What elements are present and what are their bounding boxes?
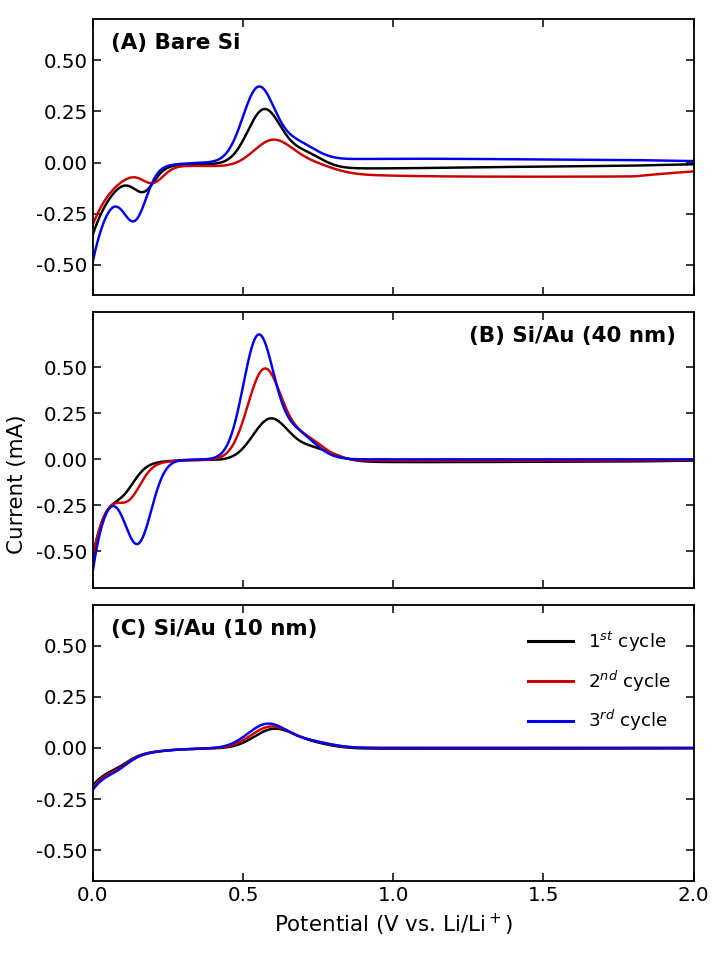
X-axis label: Potential (V vs. Li/Li$^+$): Potential (V vs. Li/Li$^+$) xyxy=(274,911,513,938)
Text: (A) Bare Si: (A) Bare Si xyxy=(111,33,240,53)
Legend: 1$^{st}$ cycle, 2$^{nd}$ cycle, 3$^{rd}$ cycle: 1$^{st}$ cycle, 2$^{nd}$ cycle, 3$^{rd}$… xyxy=(521,622,679,741)
Text: (C) Si/Au (10 nm): (C) Si/Au (10 nm) xyxy=(111,619,317,639)
Text: (B) Si/Au (40 nm): (B) Si/Au (40 nm) xyxy=(468,326,676,346)
Text: Current (mA): Current (mA) xyxy=(7,414,27,554)
